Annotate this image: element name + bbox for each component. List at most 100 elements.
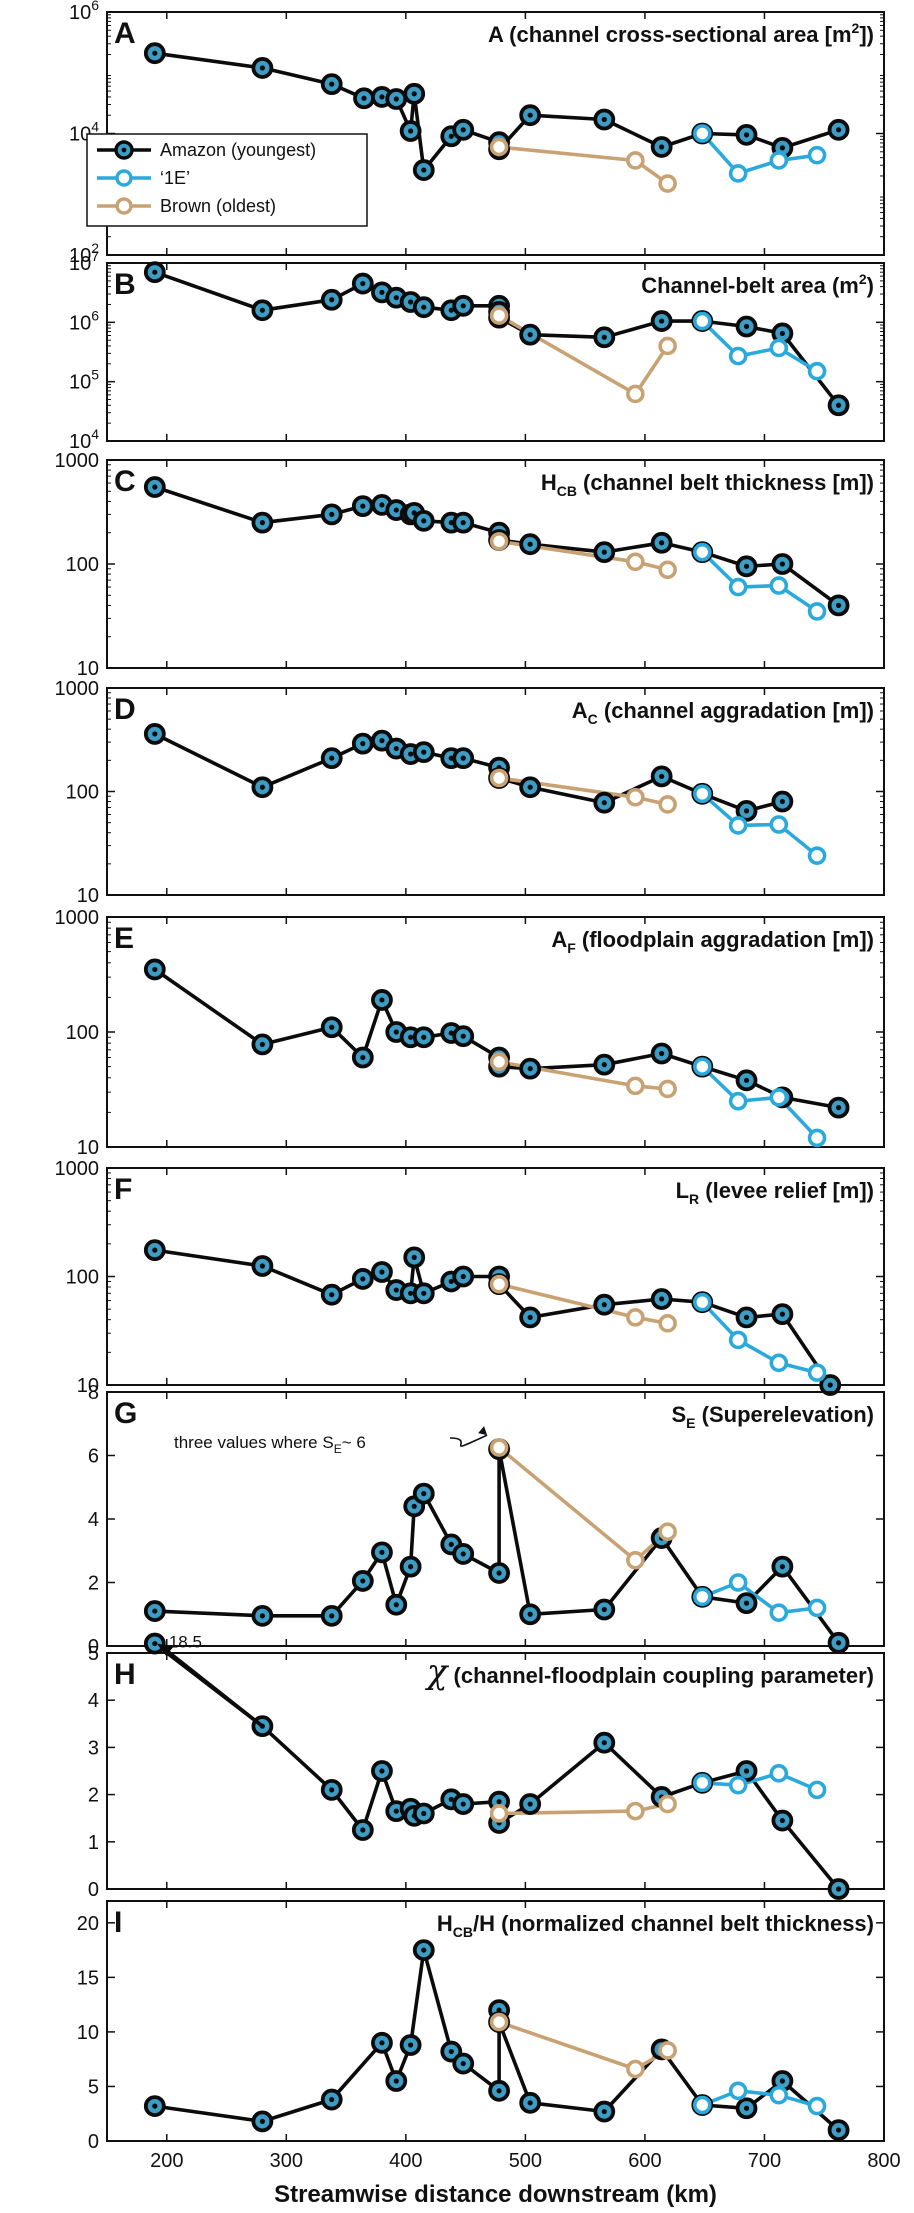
data-point-brown bbox=[658, 174, 677, 193]
panel-letter: C bbox=[114, 465, 136, 498]
data-point-brown bbox=[626, 384, 645, 404]
title-text: A bbox=[551, 927, 567, 952]
panel-h: 0 1 2 3 4 5H χ (channel-floodplain coupling par… bbox=[88, 1633, 885, 1901]
data-point-core bbox=[361, 95, 367, 101]
title-text-end: (floodplain aggradation [m]) bbox=[576, 927, 874, 952]
data-point-e1 bbox=[693, 124, 712, 143]
data-point-e1 bbox=[769, 815, 789, 834]
x-axis-title: Streamwise distance downstream (km) bbox=[274, 2181, 717, 2208]
data-point-core bbox=[379, 1549, 385, 1555]
y-tick-exponent: 6 bbox=[91, 307, 99, 323]
data-point-core bbox=[259, 1041, 265, 1048]
data-point-core bbox=[496, 1799, 502, 1805]
data-point-core bbox=[152, 966, 158, 973]
data-point-core bbox=[827, 1382, 833, 1388]
data-point-core bbox=[601, 1302, 607, 1308]
data-point-e1 bbox=[728, 1091, 748, 1111]
data-point-core bbox=[152, 2103, 158, 2109]
y-tick-label: 2 bbox=[88, 1573, 99, 1595]
data-point-core bbox=[460, 755, 466, 761]
data-point-core bbox=[329, 297, 335, 303]
y-tick-value: 0 bbox=[88, 1879, 99, 1901]
panel-title: χ (channel-floodplain coupling parameter) bbox=[425, 1652, 874, 1692]
data-point-e1 bbox=[728, 1573, 748, 1592]
y-tick-value: 100 bbox=[66, 554, 99, 576]
data-point-core bbox=[460, 1033, 466, 1039]
data-point-e1 bbox=[769, 1603, 789, 1622]
data-point-brown bbox=[626, 1550, 645, 1570]
panel-title: A (channel cross-sectional area [m2]) bbox=[488, 20, 874, 47]
y-tick-label: 107 bbox=[69, 248, 99, 275]
data-point-core bbox=[527, 1801, 533, 1807]
data-point-core bbox=[448, 2048, 454, 2055]
data-point-core bbox=[379, 997, 385, 1003]
data-point-core bbox=[601, 1740, 607, 1746]
title-text: L bbox=[676, 1178, 689, 1203]
panel-letter: D bbox=[114, 693, 136, 726]
panel-letter: B bbox=[114, 268, 136, 301]
title-text-end: (Superelevation) bbox=[696, 1402, 874, 1427]
data-point-brown bbox=[626, 1801, 645, 1821]
data-point-core bbox=[460, 520, 466, 526]
data-point-core bbox=[659, 1050, 665, 1057]
data-point-core bbox=[659, 144, 665, 150]
data-point-core bbox=[779, 1564, 785, 1570]
y-tick-value: 1000 bbox=[55, 907, 100, 929]
data-point-core bbox=[743, 1768, 750, 1774]
data-point-core bbox=[601, 2108, 607, 2115]
data-point-core bbox=[601, 800, 607, 806]
data-point-brown bbox=[626, 151, 645, 170]
data-point-core bbox=[659, 773, 665, 779]
data-point-core bbox=[601, 116, 607, 123]
data-point-core bbox=[779, 798, 785, 805]
data-point-core bbox=[601, 549, 607, 555]
data-point-brown bbox=[658, 336, 677, 356]
data-point-core bbox=[360, 280, 366, 287]
x-tick-label: 700 bbox=[748, 2150, 781, 2172]
data-point-brown bbox=[658, 1522, 677, 1541]
data-point-e1 bbox=[769, 1353, 789, 1373]
data-point-core bbox=[835, 127, 842, 133]
data-point-core bbox=[259, 65, 265, 71]
plot-frame bbox=[106, 1652, 885, 1890]
chi-symbol: χ bbox=[425, 1652, 450, 1692]
data-point-core bbox=[835, 402, 842, 408]
data-point-core bbox=[835, 602, 842, 608]
data-point-e1 bbox=[769, 1764, 789, 1783]
y-tick-value: 10 bbox=[77, 2022, 99, 2044]
data-point-core bbox=[527, 541, 533, 547]
data-point-core bbox=[379, 2040, 385, 2046]
data-point-core bbox=[379, 289, 385, 295]
data-point-core bbox=[360, 1276, 366, 1282]
series-line-amazon bbox=[154, 1948, 840, 2132]
y-tick-base: 10 bbox=[69, 312, 91, 334]
title-subscript: C bbox=[588, 711, 598, 727]
data-point-core bbox=[421, 167, 427, 173]
data-point-core bbox=[152, 1608, 158, 1614]
data-point-core bbox=[259, 307, 265, 313]
data-point-core bbox=[393, 1808, 399, 1814]
data-point-core bbox=[460, 2060, 466, 2067]
data-point-core bbox=[460, 1801, 466, 1807]
data-point-e1 bbox=[807, 602, 827, 621]
data-point-core bbox=[743, 1600, 750, 1606]
series-line-e1 bbox=[701, 2089, 818, 2108]
data-point-core bbox=[743, 1077, 750, 1083]
panel-title: Channel-belt area (m2) bbox=[641, 271, 874, 298]
title-text: A (channel cross-sectional area [m bbox=[488, 22, 852, 47]
y-tick-base: 10 bbox=[69, 253, 91, 275]
x-tick-label: 600 bbox=[628, 2150, 661, 2172]
y-tick-value: 2 bbox=[88, 1785, 99, 1807]
data-point-core bbox=[259, 1263, 265, 1269]
annotation-superelevation: three values where SE~ 6 bbox=[174, 1433, 366, 1456]
data-point-core bbox=[360, 1578, 366, 1584]
data-point-core bbox=[601, 1606, 607, 1613]
data-point-core bbox=[601, 1062, 607, 1068]
x-tick-label: 200 bbox=[150, 2150, 183, 2172]
data-point-e1 bbox=[769, 338, 789, 358]
data-point-core bbox=[152, 1247, 158, 1253]
panel-title: HCB (channel belt thickness [m]) bbox=[541, 470, 874, 499]
y-tick-label: 1000 bbox=[55, 450, 100, 472]
